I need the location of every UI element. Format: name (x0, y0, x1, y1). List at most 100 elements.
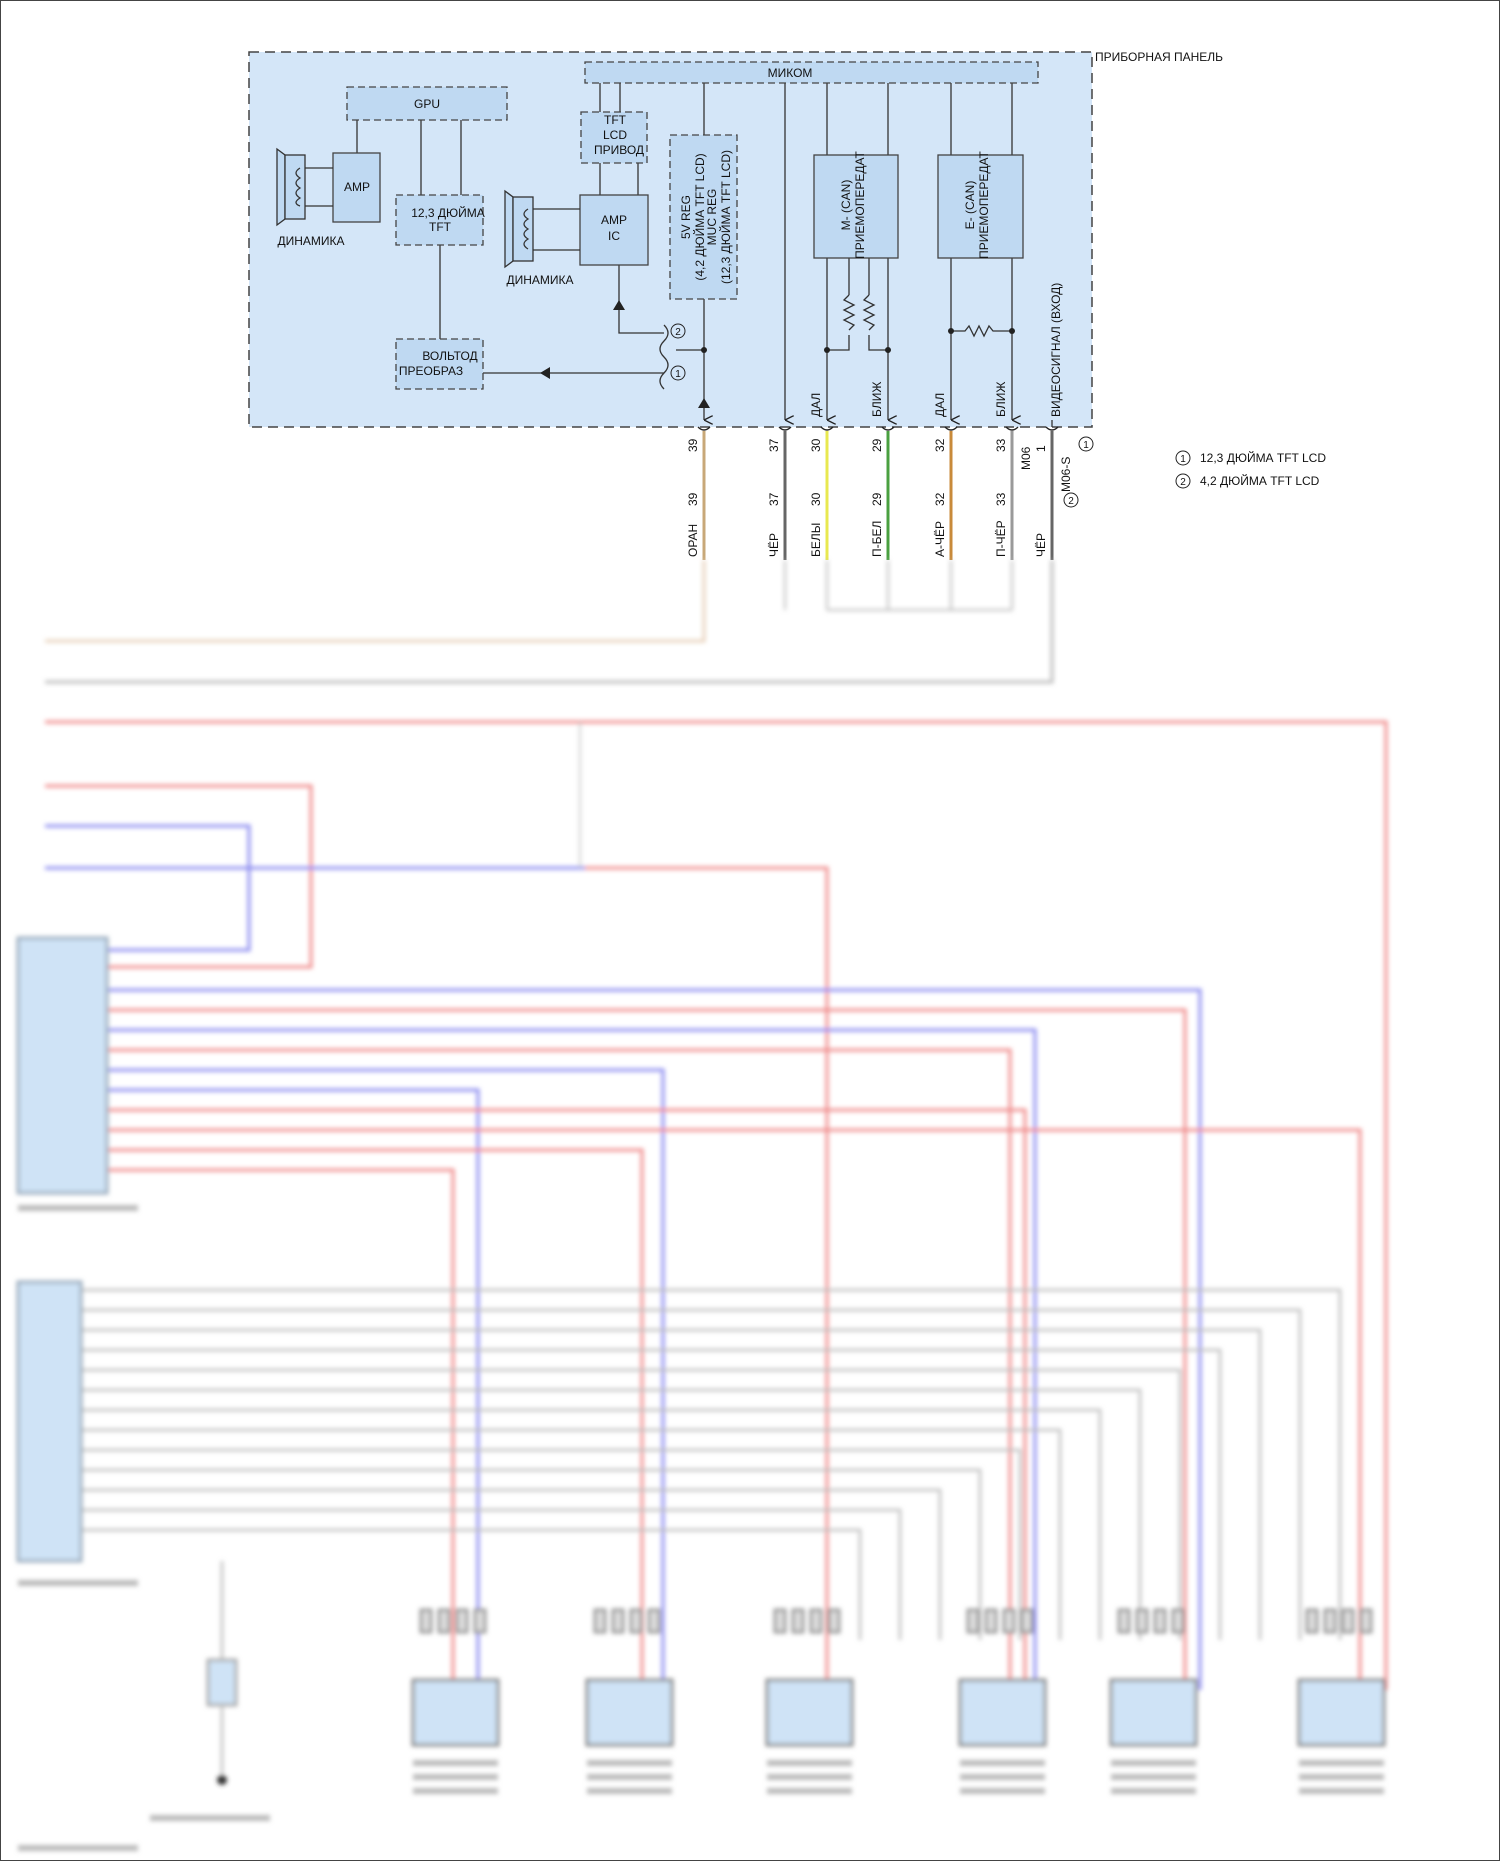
diode-icon (613, 300, 625, 310)
pin-socket (697, 426, 711, 431)
wire (585, 866, 829, 1690)
wire (107, 1008, 1187, 1690)
tft-driver-label: TFT (604, 113, 627, 127)
wire-number: 30 (809, 492, 823, 506)
speaker-right-label: ДИНАМИКА (506, 273, 573, 287)
pin-number: 39 (686, 438, 700, 452)
voltage-converter-label: ВОЛЬТОД (422, 349, 477, 363)
pin-socket (1005, 426, 1019, 431)
signal-m-low: БЛИЖ (870, 382, 884, 417)
gpu-block (346, 86, 508, 121)
speaker-icon (504, 189, 580, 269)
wire (107, 1068, 665, 1690)
sensor-block (411, 1678, 500, 1747)
wire (81, 1468, 982, 1640)
wire-number: 33 (994, 492, 1008, 506)
wire (107, 1048, 1012, 1690)
wire (81, 1288, 1342, 1640)
panel-title: ПРИБОРНАЯ ПАНЕЛЬ (1095, 50, 1223, 64)
wire (107, 1168, 455, 1690)
wire (45, 560, 706, 643)
regulator-label-3: MUC REG (705, 189, 719, 246)
wire (107, 1148, 644, 1690)
sensor-block (1109, 1678, 1198, 1747)
regulator-block (669, 134, 738, 300)
gpu-label: GPU (414, 97, 440, 111)
pin-number: 33 (994, 438, 1008, 452)
amp-block (332, 152, 381, 223)
variant-mark-1: 1 (675, 369, 681, 380)
tft123-block (395, 194, 484, 246)
speaker-icon (276, 147, 333, 227)
pin-socket (881, 426, 895, 431)
wire (81, 1448, 1022, 1640)
m-can-label: M- (CAN) (839, 180, 853, 231)
signal-video: ВИДЕОСИГНАЛ (ВХОД) (1049, 283, 1063, 417)
tft123-label: 12,3 ДЮЙМА (411, 205, 485, 220)
wire-color-label: ЧЁР (767, 533, 781, 557)
blurred-wiring-section (16, 560, 1388, 1851)
pin-number: 37 (767, 438, 781, 452)
pin-socket (778, 426, 792, 431)
wire (45, 560, 1054, 684)
micom-label: МИКОМ (768, 66, 813, 80)
wire-number: 37 (767, 492, 781, 506)
wire-color-label: А-ЧЁР (933, 521, 947, 557)
wire (45, 824, 251, 952)
diode-icon (698, 398, 710, 408)
m-can-label-2: ПРИЕМОПЕРЕДАТ (853, 150, 867, 258)
connector-sub-variant: 1 (1083, 440, 1089, 451)
legend: 1 12,3 ДЮЙМА TFT LCD 2 4,2 ДЮЙМА TFT LCD (1175, 450, 1326, 489)
wire-color-label: ЧЁР (1034, 533, 1048, 557)
e-can-block (937, 154, 1024, 259)
tft-driver-label-2: LCD (603, 128, 627, 142)
wire (81, 1348, 1222, 1640)
wire-number: 39 (686, 492, 700, 506)
connector-sub: M06-S (1059, 457, 1073, 492)
wire (81, 1488, 942, 1640)
legend-item-1: 12,3 ДЮЙМА TFT LCD (1200, 450, 1326, 465)
svg-text:2: 2 (1180, 477, 1186, 488)
wire-number: 29 (870, 492, 884, 506)
wire (45, 784, 313, 969)
wire (81, 1528, 862, 1640)
amp-ic-block (579, 194, 649, 266)
voltage-converter-label-2: ПРЕОБРАЗ (399, 364, 463, 378)
internal-wires (356, 83, 1053, 427)
pin-socket (820, 426, 834, 431)
wire-color-label: ОРАН (686, 524, 700, 557)
signal-e-high: ДАЛ (933, 393, 947, 417)
speaker-left-label: ДИНАМИКА (277, 234, 344, 248)
amp-label: AMP (344, 180, 370, 194)
wire-variant: 2 (1068, 496, 1074, 507)
svg-text:1: 1 (1180, 454, 1186, 465)
connector-block (16, 936, 109, 1195)
e-can-label-2: ПРИЕМОПЕРЕДАТ (977, 150, 991, 258)
wire (107, 1108, 1027, 1690)
wire (107, 1028, 1037, 1690)
pin-socket (944, 426, 958, 431)
signal-e-low: БЛИЖ (994, 382, 1008, 417)
sensor-block (585, 1678, 674, 1747)
wire-color-label: П-ЧЁР (994, 520, 1008, 557)
sensor-block (958, 1678, 1047, 1747)
voltage-converter-block (395, 338, 484, 390)
nodes (540, 300, 1015, 408)
legend-item-2: 4,2 ДЮЙМА TFT LCD (1200, 473, 1320, 488)
pin-number: 32 (933, 438, 947, 452)
amp-ic-label: AMP (601, 213, 627, 227)
tft123-label-2: TFT (429, 220, 452, 234)
wire-color-label: П-БЕЛ (870, 521, 884, 557)
wire (45, 720, 1388, 1690)
wire-number: 32 (933, 492, 947, 506)
pin-socket (1045, 426, 1059, 431)
regulator-label-1: 5V REG (679, 195, 693, 239)
pin-group: 39 39 ОРАН 37 37 ЧЁР 30 30 БЕЛЫ 29 29 П-БЕЛ 32 32 А-ЧЁ… (686, 426, 1059, 560)
signal-m-high: ДАЛ (809, 393, 823, 417)
pin-number: 29 (870, 438, 884, 452)
wire (81, 1508, 902, 1640)
sensor-block (1297, 1678, 1386, 1747)
sensor-block (765, 1678, 854, 1747)
wire (107, 988, 1202, 1690)
